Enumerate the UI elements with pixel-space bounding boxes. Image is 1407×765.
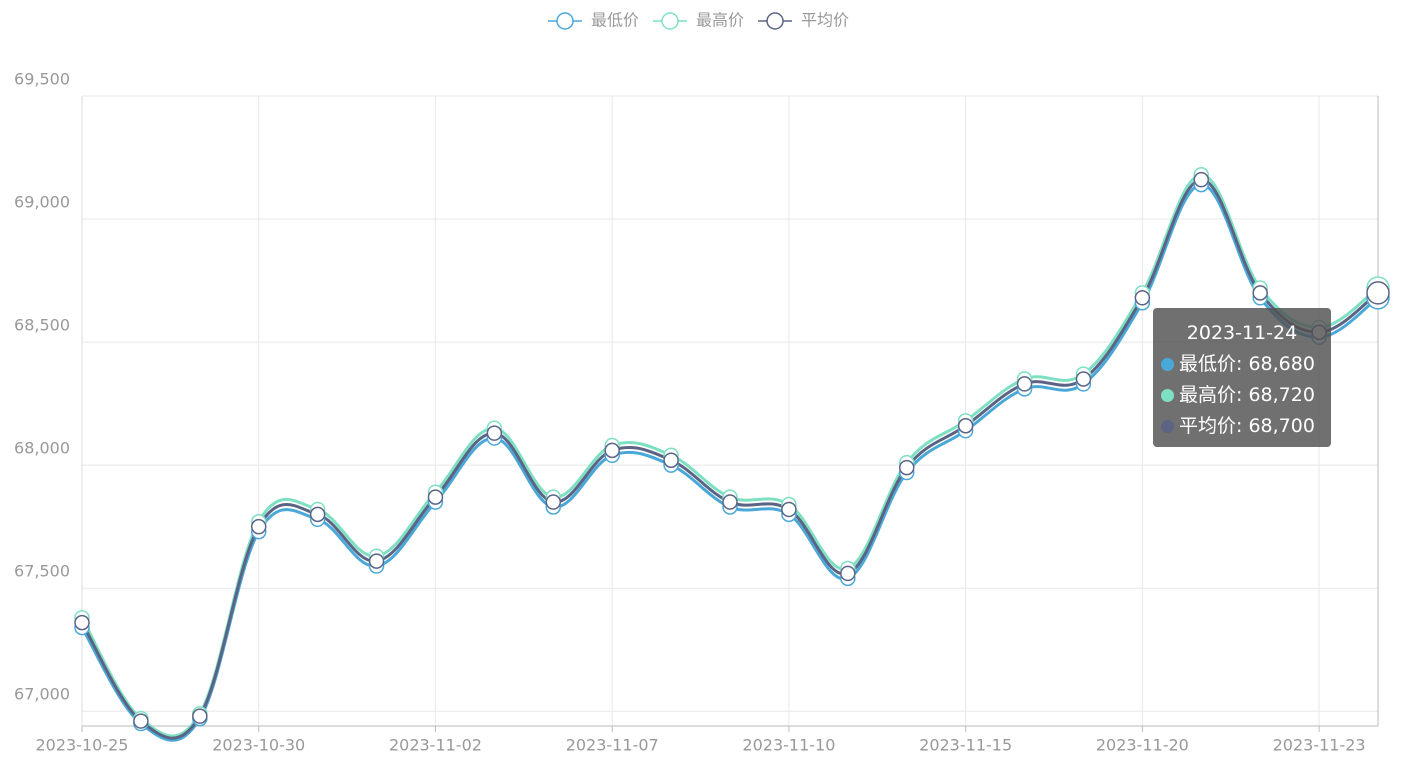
tooltip-row: 最低价: 68,680 (1161, 349, 1323, 380)
data-point (722, 494, 738, 510)
x-tick-label: 2023-10-25 (36, 736, 129, 755)
tooltip-dot (1161, 358, 1174, 371)
x-tick-label: 2023-11-20 (1096, 736, 1189, 755)
series-line (80, 183, 1379, 742)
data-point (957, 418, 974, 434)
x-tick-label: 2023-11-02 (389, 736, 482, 755)
data-point (74, 614, 90, 631)
legend-marker (556, 12, 574, 30)
y-tick-label: 68,000 (14, 439, 70, 458)
legend-label: 最低价 (591, 11, 639, 30)
data-point (368, 553, 385, 569)
tooltip-text: 最低价: 68,680 (1179, 353, 1315, 375)
x-tick-label: 2023-11-23 (1273, 736, 1366, 755)
data-point (1366, 281, 1390, 305)
legend-label: 平均价 (801, 11, 849, 30)
x-tick-label: 2023-11-15 (919, 736, 1012, 755)
legend: 最低价 最高价 平均价 (548, 11, 849, 30)
tooltip-text: 平均价: 68,700 (1179, 415, 1315, 437)
tooltip-dot (1161, 420, 1174, 433)
x-tick-label: 2023-11-07 (566, 736, 659, 755)
series-line (80, 178, 1379, 740)
series-line (80, 173, 1379, 738)
x-tick-label: 2023-10-30 (212, 736, 305, 755)
data-point (840, 565, 856, 582)
data-point (1075, 371, 1092, 387)
data-point (781, 501, 797, 518)
data-point (1016, 376, 1033, 392)
y-tick-label: 69,000 (14, 193, 70, 212)
tooltip-row: 最高价: 68,720 (1161, 380, 1323, 411)
data-point (133, 713, 149, 729)
tooltip-text: 最高价: 68,720 (1179, 384, 1315, 406)
data-point (1193, 171, 1210, 188)
x-tick-label: 2023-11-10 (742, 736, 835, 755)
data-point (604, 442, 620, 459)
data-point (192, 708, 208, 724)
data-point (545, 494, 562, 510)
tooltip: 2023-11-24 最低价: 68,680 最高价: 68,720 平均价: 68… (1153, 308, 1331, 447)
y-tick-label: 67,500 (14, 562, 70, 581)
data-point (250, 518, 267, 535)
data-point (486, 425, 503, 441)
legend-label: 最高价 (696, 11, 744, 30)
data-point (1252, 285, 1268, 301)
data-point (663, 452, 679, 468)
data-point (898, 459, 915, 476)
y-tick-label: 68,500 (14, 316, 70, 335)
y-tick-label: 67,000 (14, 685, 70, 704)
tooltip-dot (1161, 389, 1174, 402)
legend-marker (661, 12, 679, 30)
data-point (427, 489, 444, 505)
y-tick-label: 69,500 (14, 70, 70, 89)
tooltip-title: 2023-11-24 (1186, 322, 1298, 344)
tooltip-row: 平均价: 68,700 (1161, 411, 1323, 442)
legend-marker (766, 12, 784, 30)
data-point (309, 506, 326, 523)
data-point (1134, 290, 1151, 306)
